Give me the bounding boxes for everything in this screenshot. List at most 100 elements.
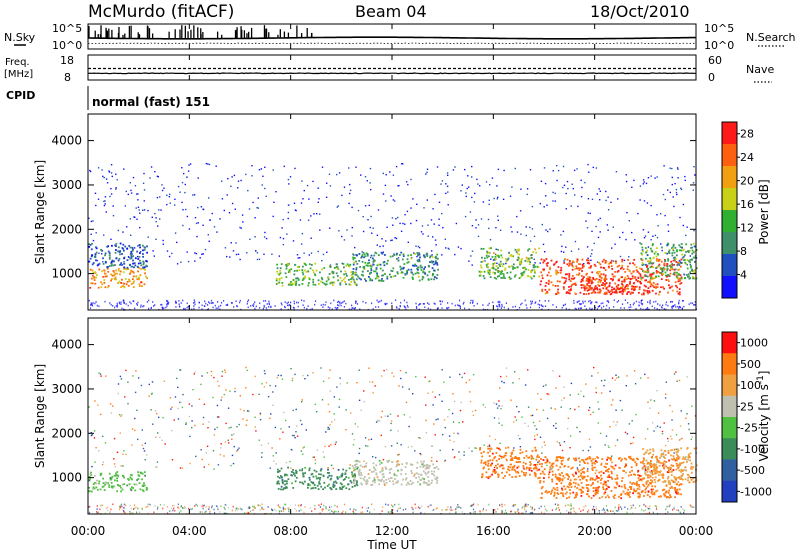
cpid-row: CPID normal (fast) 151 (6, 86, 210, 110)
ground-speck (94, 302, 96, 305)
echo-speck (665, 381, 667, 383)
echo-cell (564, 258, 567, 260)
ground-speck (540, 511, 543, 514)
echo-cell (417, 275, 420, 278)
echo-cell (661, 267, 664, 270)
echo-speck (464, 168, 466, 171)
echo-cell (103, 282, 106, 284)
echo-speck (330, 444, 332, 446)
ground-speck (167, 303, 169, 305)
echo-cell (623, 280, 626, 283)
ground-speck (241, 508, 243, 511)
echo-cell (641, 264, 644, 266)
echo-speck (685, 456, 687, 458)
echo-cell (645, 257, 647, 260)
echo-cell (572, 265, 574, 268)
echo-cell (381, 469, 384, 472)
echo-speck (224, 247, 227, 249)
echo-cell (352, 258, 355, 261)
ground-speck (327, 306, 329, 308)
ground-speck (468, 308, 470, 310)
echo-speck (395, 237, 398, 240)
echo-cell (122, 271, 125, 274)
echo-cell (555, 260, 558, 263)
ground-speck (646, 306, 649, 309)
echo-speck (407, 446, 410, 448)
echo-cell (286, 474, 289, 477)
ground-speck (607, 510, 609, 512)
echo-cell (277, 468, 279, 471)
ground-speck (399, 507, 401, 509)
echo-cell (336, 267, 339, 270)
ground-speck (589, 299, 591, 302)
ground-speck (694, 304, 696, 306)
ground-speck (248, 511, 250, 514)
ground-speck (494, 509, 496, 511)
echo-speck (137, 193, 139, 195)
echo-speck (460, 401, 462, 404)
echo-cell (282, 488, 284, 491)
echo-cell (584, 285, 587, 288)
ground-speck (280, 510, 283, 512)
ground-speck (482, 508, 485, 510)
echo-speck (516, 405, 518, 408)
echo-speck (326, 251, 328, 253)
echo-cell (579, 263, 581, 266)
echo-cell (384, 466, 387, 469)
ground-speck (589, 307, 591, 310)
echo-speck (336, 173, 338, 176)
ground-speck (501, 509, 503, 512)
ground-speck (252, 505, 254, 508)
ground-speck (302, 304, 304, 306)
ground-speck (174, 509, 176, 512)
echo-speck (137, 377, 140, 379)
echo-cell (356, 467, 359, 470)
echo-cell (502, 263, 505, 265)
echo-speck (514, 371, 516, 373)
echo-cell (138, 278, 140, 281)
echo-speck (390, 445, 393, 447)
echo-cell (276, 482, 279, 485)
echo-speck (350, 412, 352, 414)
ground-speck (297, 305, 299, 308)
ground-speck (375, 306, 377, 308)
echo-cell (486, 250, 488, 253)
echo-cell (133, 280, 135, 283)
echo-cell (481, 260, 484, 263)
echo-speck (306, 184, 309, 187)
echo-cell (120, 286, 123, 288)
echo-cell (580, 286, 583, 289)
echo-cell (337, 469, 340, 471)
echo-cell (144, 266, 146, 269)
echo-cell (655, 251, 657, 253)
echo-cell (596, 488, 599, 491)
echo-speck (94, 400, 96, 402)
echo-speck (671, 176, 673, 179)
ground-speck (343, 503, 346, 506)
echo-cell (128, 245, 131, 247)
echo-speck (543, 441, 545, 443)
ground-speck (98, 305, 100, 308)
echo-cell (566, 258, 569, 261)
echo-cell (518, 253, 520, 256)
echo-speck (301, 399, 303, 401)
echo-cell (683, 259, 686, 261)
echo-cell (500, 277, 503, 279)
echo-speck (426, 168, 429, 170)
echo-speck (594, 458, 596, 460)
ground-speck (629, 304, 631, 306)
echo-cell (103, 279, 106, 281)
echo-cell (116, 272, 118, 275)
echo-speck (325, 196, 328, 198)
echo-cell (141, 489, 144, 491)
echo-speck (181, 201, 183, 204)
echo-speck (376, 419, 379, 421)
echo-speck (584, 181, 586, 184)
echo-cell (480, 461, 483, 464)
ground-speck (232, 505, 234, 508)
ground-speck (405, 308, 407, 311)
ground-speck (668, 505, 670, 508)
echo-cell (389, 480, 391, 483)
echo-cell (128, 278, 130, 281)
echo-cell (94, 282, 97, 285)
